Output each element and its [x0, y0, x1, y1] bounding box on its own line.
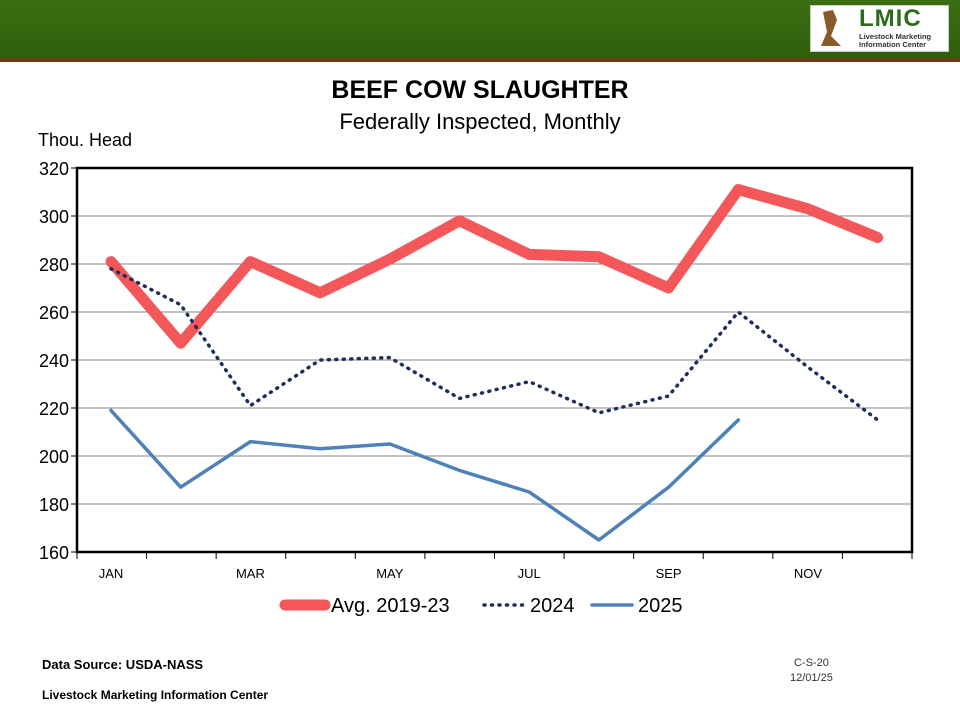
chart-subtitle: Federally Inspected, Monthly — [339, 109, 621, 134]
x-tick-label: NOV — [794, 566, 823, 581]
x-tick-label: MAY — [376, 566, 404, 581]
cowboy-logo-icon — [821, 10, 841, 46]
header-divider — [0, 58, 960, 62]
logo-tagline: Livestock Marketing Information Center — [859, 32, 932, 49]
chart-date: 12/01/25 — [790, 672, 833, 684]
logo-text: LMIC — [859, 5, 922, 32]
lmic-logo: LMIC Livestock Marketing Information Cen… — [810, 5, 949, 52]
data-source: Data Source: USDA-NASS — [42, 657, 204, 672]
chart-id: C-S-20 — [793, 657, 829, 669]
header-bar — [0, 0, 960, 58]
y-tick-label: 280 — [39, 255, 69, 275]
chart-title: BEEF COW SLAUGHTER — [331, 76, 629, 104]
series-line-2024 — [109, 267, 880, 422]
y-tick-label: 240 — [39, 351, 69, 371]
y-tick-label: 260 — [39, 303, 69, 323]
y-tick-label: 320 — [39, 159, 69, 179]
y-tick-label: 220 — [39, 399, 69, 419]
x-tick-label: SEP — [656, 566, 682, 581]
organization: Livestock Marketing Information Center — [42, 688, 269, 702]
y-tick-label: 200 — [39, 447, 69, 467]
x-tick-label: JUL — [518, 566, 541, 581]
y-tick-label: 160 — [39, 543, 69, 563]
x-tick-label: MAR — [236, 566, 265, 581]
legend-label: 2024 — [530, 595, 575, 617]
series-line-avg-2019-23 — [105, 184, 884, 349]
y-axis-label: Thou. Head — [38, 130, 133, 150]
legend-label: 2025 — [638, 595, 683, 617]
chart-code: C-S-20 12/01/25 — [790, 656, 833, 686]
y-tick-label: 300 — [39, 207, 69, 227]
x-tick-label: JAN — [99, 566, 124, 581]
y-tick-label: 180 — [39, 495, 69, 515]
legend-label: Avg. 2019-23 — [331, 595, 450, 617]
series-line-2025 — [109, 408, 741, 542]
